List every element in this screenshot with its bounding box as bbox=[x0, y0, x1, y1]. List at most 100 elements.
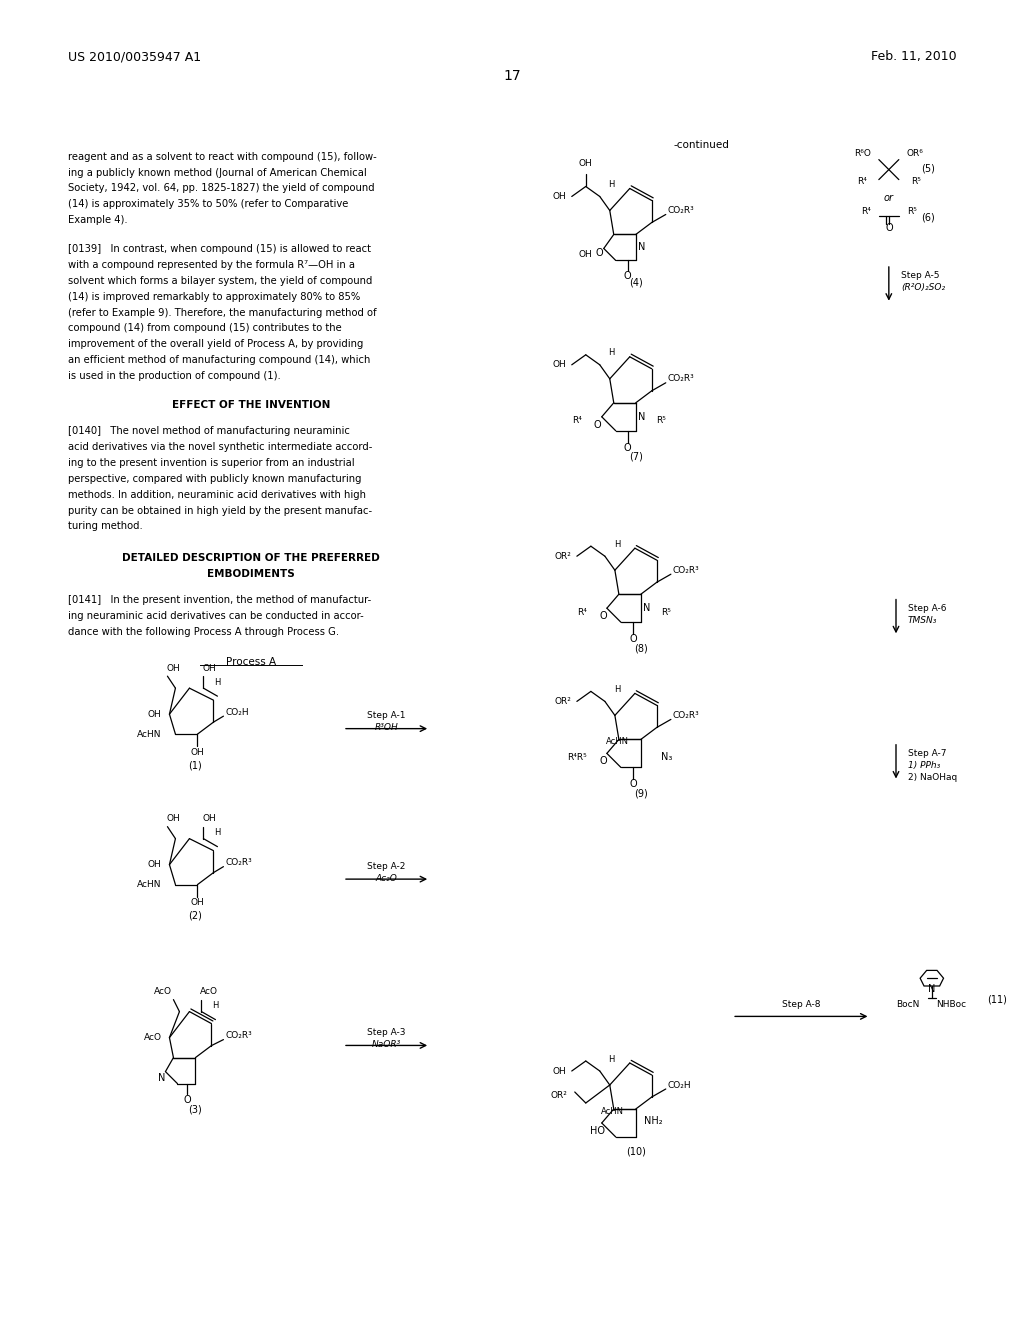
Text: Example 4).: Example 4). bbox=[68, 215, 127, 226]
Text: R⁴: R⁴ bbox=[571, 416, 582, 425]
Text: R⁴R⁵: R⁴R⁵ bbox=[567, 752, 587, 762]
Text: 2) NaOHaq: 2) NaOHaq bbox=[908, 774, 957, 783]
Text: Step A-5: Step A-5 bbox=[901, 272, 939, 280]
Text: R⁶O: R⁶O bbox=[854, 149, 870, 158]
Text: H: H bbox=[212, 1001, 219, 1010]
Text: AcHN: AcHN bbox=[606, 737, 629, 746]
Text: Ac₂O: Ac₂O bbox=[376, 874, 397, 883]
Text: EMBODIMENTS: EMBODIMENTS bbox=[207, 569, 295, 579]
Text: ing a publicly known method (Journal of American Chemical: ing a publicly known method (Journal of … bbox=[68, 168, 367, 178]
Text: N: N bbox=[638, 243, 645, 252]
Text: OH: OH bbox=[167, 664, 180, 673]
Text: (14) is improved remarkably to approximately 80% to 85%: (14) is improved remarkably to approxima… bbox=[68, 292, 359, 302]
Text: perspective, compared with publicly known manufacturing: perspective, compared with publicly know… bbox=[68, 474, 361, 484]
Text: Society, 1942, vol. 64, pp. 1825-1827) the yield of compound: Society, 1942, vol. 64, pp. 1825-1827) t… bbox=[68, 183, 374, 194]
Text: O: O bbox=[599, 611, 606, 622]
Text: (5): (5) bbox=[921, 164, 935, 174]
Text: O: O bbox=[596, 248, 603, 259]
Text: Step A-1: Step A-1 bbox=[368, 711, 406, 721]
Text: CO₂R³: CO₂R³ bbox=[668, 206, 694, 215]
Text: R⁵: R⁵ bbox=[910, 177, 921, 186]
Text: OH: OH bbox=[578, 249, 592, 259]
Text: Feb. 11, 2010: Feb. 11, 2010 bbox=[870, 50, 956, 63]
Text: Step A-8: Step A-8 bbox=[782, 1001, 820, 1008]
Text: H: H bbox=[613, 685, 621, 694]
Text: OH: OH bbox=[203, 664, 216, 673]
Text: CO₂H: CO₂H bbox=[225, 708, 249, 717]
Text: improvement of the overall yield of Process A, by providing: improvement of the overall yield of Proc… bbox=[68, 339, 362, 350]
Text: (6): (6) bbox=[921, 213, 935, 223]
Text: N: N bbox=[643, 603, 650, 614]
Text: O: O bbox=[183, 1094, 191, 1105]
Text: BocN: BocN bbox=[896, 999, 920, 1008]
Text: (10): (10) bbox=[626, 1146, 646, 1156]
Text: N: N bbox=[928, 983, 936, 994]
Text: (3): (3) bbox=[188, 1105, 203, 1114]
Text: CO₂R³: CO₂R³ bbox=[225, 1031, 252, 1040]
Text: H: H bbox=[608, 180, 615, 189]
Text: AcO: AcO bbox=[154, 987, 171, 997]
Text: R⁵: R⁵ bbox=[907, 207, 916, 216]
Text: [0141]   In the present invention, the method of manufactur-: [0141] In the present invention, the met… bbox=[68, 595, 371, 606]
Text: AcHN: AcHN bbox=[137, 730, 162, 739]
Text: (7): (7) bbox=[629, 451, 643, 462]
Text: O: O bbox=[594, 420, 601, 430]
Text: CO₂H: CO₂H bbox=[668, 1081, 691, 1089]
Text: purity can be obtained in high yield by the present manufac-: purity can be obtained in high yield by … bbox=[68, 506, 372, 516]
Text: O: O bbox=[885, 223, 893, 232]
Text: ing to the present invention is superior from an industrial: ing to the present invention is superior… bbox=[68, 458, 354, 469]
Text: solvent which forms a bilayer system, the yield of compound: solvent which forms a bilayer system, th… bbox=[68, 276, 372, 286]
Text: (8): (8) bbox=[634, 643, 648, 653]
Text: OR²: OR² bbox=[554, 552, 571, 561]
Text: an efficient method of manufacturing compound (14), which: an efficient method of manufacturing com… bbox=[68, 355, 370, 366]
Text: Process A: Process A bbox=[226, 657, 275, 668]
Text: Step A-2: Step A-2 bbox=[368, 862, 406, 871]
Text: OH: OH bbox=[203, 814, 216, 824]
Text: NH₂: NH₂ bbox=[644, 1115, 663, 1126]
Text: R⁴: R⁴ bbox=[577, 607, 587, 616]
Text: O: O bbox=[624, 442, 632, 453]
Text: OH: OH bbox=[147, 710, 162, 718]
Text: (R²O)₂SO₂: (R²O)₂SO₂ bbox=[901, 284, 945, 292]
Text: (9): (9) bbox=[634, 788, 648, 799]
Text: (11): (11) bbox=[987, 994, 1007, 1005]
Text: (14) is approximately 35% to 50% (refer to Comparative: (14) is approximately 35% to 50% (refer … bbox=[68, 199, 348, 210]
Text: N: N bbox=[158, 1073, 165, 1082]
Text: acid derivatives via the novel synthetic intermediate accord-: acid derivatives via the novel synthetic… bbox=[68, 442, 372, 453]
Text: turing method.: turing method. bbox=[68, 521, 142, 532]
Text: OR²: OR² bbox=[551, 1090, 567, 1100]
Text: CO₂R³: CO₂R³ bbox=[225, 858, 252, 867]
Text: R³OH: R³OH bbox=[375, 723, 398, 733]
Text: methods. In addition, neuraminic acid derivatives with high: methods. In addition, neuraminic acid de… bbox=[68, 490, 366, 500]
Text: [0139]   In contrast, when compound (15) is allowed to react: [0139] In contrast, when compound (15) i… bbox=[68, 244, 371, 255]
Text: US 2010/0035947 A1: US 2010/0035947 A1 bbox=[68, 50, 201, 63]
Text: HO: HO bbox=[590, 1126, 605, 1137]
Text: CO₂R³: CO₂R³ bbox=[673, 566, 699, 574]
Text: reagent and as a solvent to react with compound (15), follow-: reagent and as a solvent to react with c… bbox=[68, 152, 377, 162]
Text: H: H bbox=[608, 1055, 615, 1064]
Text: OH: OH bbox=[190, 898, 205, 907]
Text: AcHN: AcHN bbox=[601, 1106, 624, 1115]
Text: AcO: AcO bbox=[143, 1034, 162, 1041]
Text: with a compound represented by the formula R⁷—OH in a: with a compound represented by the formu… bbox=[68, 260, 354, 271]
Text: NHBoc: NHBoc bbox=[936, 999, 966, 1008]
Text: R⁴: R⁴ bbox=[857, 177, 867, 186]
Text: compound (14) from compound (15) contributes to the: compound (14) from compound (15) contrib… bbox=[68, 323, 341, 334]
Text: or: or bbox=[884, 193, 894, 202]
Text: -continued: -continued bbox=[674, 140, 729, 150]
Text: (1): (1) bbox=[188, 760, 203, 770]
Text: dance with the following Process A through Process G.: dance with the following Process A throu… bbox=[68, 627, 339, 638]
Text: R⁴: R⁴ bbox=[861, 207, 870, 216]
Text: H: H bbox=[214, 677, 220, 686]
Text: H: H bbox=[608, 348, 615, 358]
Text: R⁵: R⁵ bbox=[660, 607, 671, 616]
Text: TMSN₃: TMSN₃ bbox=[908, 616, 937, 624]
Text: Step A-3: Step A-3 bbox=[368, 1028, 406, 1038]
Text: (2): (2) bbox=[188, 911, 203, 920]
Text: OH: OH bbox=[167, 814, 180, 824]
Text: O: O bbox=[629, 634, 637, 644]
Text: OR⁶: OR⁶ bbox=[907, 149, 924, 158]
Text: AcHN: AcHN bbox=[137, 880, 162, 890]
Text: 17: 17 bbox=[503, 69, 521, 83]
Text: N: N bbox=[638, 412, 645, 422]
